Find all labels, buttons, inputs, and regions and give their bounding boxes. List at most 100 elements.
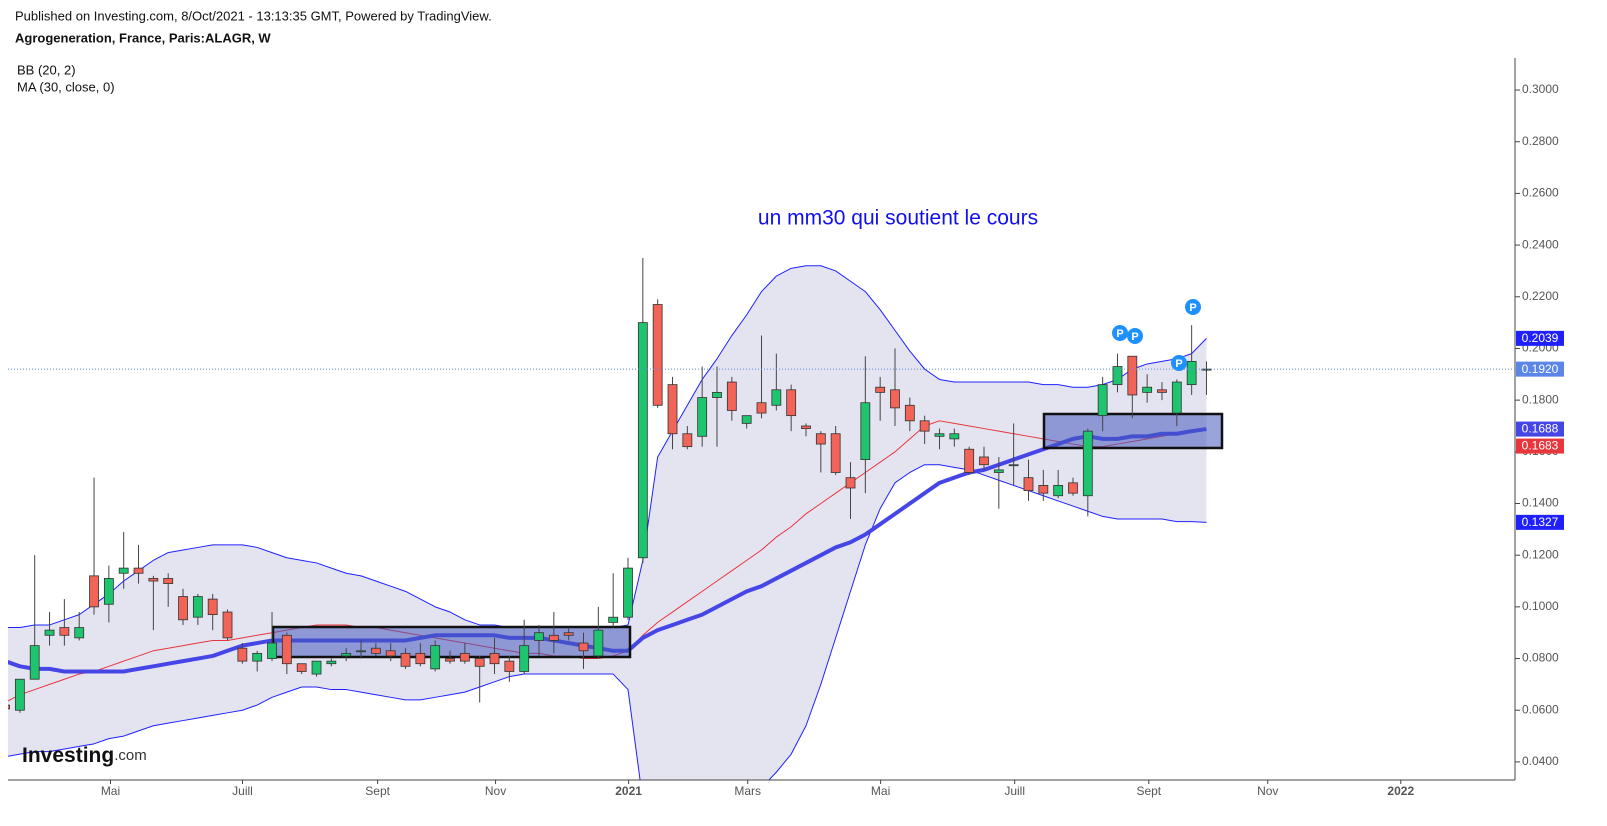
candle-body	[949, 433, 960, 440]
y-tick-label: 0.1000	[1522, 599, 1559, 613]
candle-body	[356, 650, 366, 653]
candle-body	[519, 645, 530, 672]
candle-body	[1068, 482, 1078, 494]
price-tag-label: 0.1327	[1522, 515, 1559, 529]
candle-body	[1023, 477, 1034, 491]
candle-body	[964, 448, 975, 473]
marker	[1112, 325, 1128, 341]
price-tag	[1516, 514, 1564, 530]
candle-body	[845, 477, 856, 489]
candle-body	[830, 433, 841, 473]
candle-body	[904, 404, 915, 422]
candle-body	[326, 660, 337, 665]
chart-title: Agrogeneration, France, Paris:ALAGR, W	[15, 30, 271, 45]
y-tick-label: 0.0800	[1522, 651, 1559, 665]
y-tick-label: 0.3000	[1522, 82, 1559, 96]
markers: P P P P	[1112, 299, 1201, 371]
candle-body	[103, 578, 114, 605]
band-layer	[8, 265, 1207, 780]
candle-body	[1082, 430, 1093, 497]
x-tick-label: Mai	[871, 784, 890, 798]
candle-body	[1142, 386, 1153, 393]
candle-body	[682, 433, 693, 448]
logo-word: Investing	[22, 744, 114, 767]
candle-body	[890, 389, 900, 409]
price-tag-label: 0.1688	[1522, 422, 1559, 436]
candle-body	[801, 425, 811, 429]
y-tick-label: 0.1800	[1522, 392, 1559, 406]
line-layer	[8, 265, 1207, 780]
candle-body	[697, 397, 708, 437]
marker-label: P	[1131, 331, 1138, 343]
candle-body	[74, 627, 85, 639]
x-tick-label: Juill	[1004, 784, 1025, 798]
candle-body	[786, 389, 797, 417]
x-tick-label: 2022	[1387, 784, 1414, 798]
candle-body	[385, 650, 396, 657]
candle-body	[459, 652, 470, 662]
candle-body	[578, 642, 589, 652]
price-tag-label: 0.1683	[1522, 439, 1559, 453]
y-tick-label: 0.2800	[1522, 134, 1559, 148]
candle-body	[44, 629, 55, 636]
support-box	[271, 625, 632, 659]
price-tag	[1516, 330, 1564, 346]
candle-body	[311, 660, 322, 675]
logo: Investing.com	[22, 744, 147, 767]
candle-body	[59, 627, 70, 636]
candle-body	[89, 575, 99, 608]
candle-body	[148, 578, 159, 582]
candle-body	[1097, 384, 1108, 417]
candle-body	[237, 647, 248, 662]
bb-area	[8, 265, 1207, 780]
candle-body	[741, 415, 752, 424]
candle-body	[563, 632, 574, 636]
legend-entry: BB (20, 2)	[17, 62, 76, 77]
candle-body	[993, 469, 1004, 473]
candle-body	[489, 652, 500, 665]
candle-body	[1053, 485, 1064, 497]
marker-label: P	[1189, 302, 1196, 314]
candle-body	[341, 652, 352, 657]
candle-body	[252, 652, 263, 662]
candle-body	[207, 598, 218, 616]
candle-body	[667, 384, 678, 435]
candle-body	[474, 658, 485, 667]
candle-body	[118, 567, 129, 574]
x-tick-label: Mars	[734, 784, 761, 798]
price-tag	[1516, 361, 1564, 377]
candle-body	[178, 596, 188, 621]
candle-body	[726, 381, 737, 411]
candle-body	[860, 402, 871, 460]
candle-layer	[8, 258, 1212, 713]
x-tick-label: Juill	[232, 784, 253, 798]
logo-suffix: .com	[114, 747, 147, 764]
candle-body	[815, 433, 826, 445]
candle-body	[1112, 366, 1123, 386]
candle-body	[504, 660, 515, 672]
candle-body	[1038, 485, 1049, 494]
candle-body	[267, 642, 277, 659]
candle-body	[875, 386, 886, 393]
x-tick-label: Nov	[1257, 784, 1278, 798]
bb-lower	[8, 464, 1207, 780]
axis-layer: 0.0400 0.0600 0.0800 0.1000 0.1200 0.1400 0.16…	[8, 58, 1564, 798]
y-tick-label: 0.0600	[1522, 702, 1559, 716]
candle-body	[400, 652, 411, 667]
candle-body	[608, 616, 619, 623]
candle-body	[163, 578, 174, 585]
candle-body	[192, 596, 203, 618]
candle-body	[593, 629, 604, 657]
x-tick-label: Mai	[101, 784, 120, 798]
candle-body	[29, 645, 40, 680]
x-tick-label: Nov	[485, 784, 506, 798]
candle-body	[415, 652, 426, 665]
annotation: un mm30 qui soutient le cours	[758, 207, 1038, 230]
candle-body	[637, 322, 648, 559]
y-tick-label: 0.2600	[1522, 186, 1559, 200]
price-tag-label: 0.1920	[1522, 362, 1559, 376]
x-tick-label: 2021	[615, 784, 642, 798]
candle-body	[370, 647, 381, 654]
x-tick-label: Sept	[365, 784, 390, 798]
